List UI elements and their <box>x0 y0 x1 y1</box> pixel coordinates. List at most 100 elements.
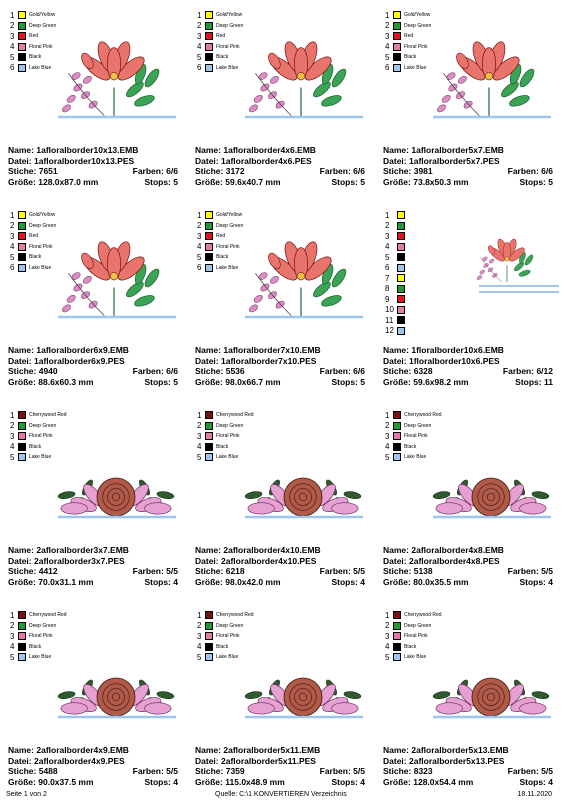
leaf <box>524 254 534 266</box>
design-info: Name: 1afloralborder7x10.EMB Datei: 1aflo… <box>195 345 365 387</box>
design-size-label: Größe: <box>383 176 411 187</box>
stitch-count: Stiche: 6328 <box>383 366 433 377</box>
design-name-label: Name: <box>195 545 221 555</box>
design-size: Größe: 59.6x98.2 mm <box>383 377 469 388</box>
color-count-value: 5/5 <box>166 566 178 576</box>
color-swatch <box>18 442 26 451</box>
thread-color-number: 11 <box>385 315 394 325</box>
page-footer: Seite 1 von 2 Quelle: C:\1 KONVERTIEREN … <box>0 789 566 800</box>
info-row: Größe: 128.0x87.0 mm Stops: 5 <box>8 177 178 188</box>
thread-color-row: 5 Black <box>197 52 287 63</box>
thread-color-number: 5 <box>385 252 390 262</box>
info-row: Größe: 59.6x40.7 mm Stops: 5 <box>195 177 365 188</box>
thread-color-name: Floral Pink <box>404 433 428 440</box>
design-size: Größe: 80.0x35.5 mm <box>383 577 469 588</box>
thread-color-number: 5 <box>10 252 15 262</box>
lily-petal <box>117 256 145 281</box>
lily-petal <box>519 502 547 515</box>
info-row: Name: 2afloralborder5x11.EMB <box>195 745 365 756</box>
thread-color-name: Gold/Yellow <box>216 12 243 19</box>
thread-color-number: 3 <box>10 631 15 641</box>
thread-color-number: 5 <box>197 252 202 262</box>
lily-petal <box>519 702 547 715</box>
lily-center <box>296 272 306 281</box>
design-file-label: Datei: <box>195 555 219 566</box>
thread-color-number: 4 <box>10 442 15 452</box>
color-swatch <box>397 232 405 241</box>
thread-color-name: Lake Blue <box>29 654 52 661</box>
thread-color-number: 2 <box>197 21 202 31</box>
stitch-count-value: 5536 <box>225 366 245 376</box>
design-file-value: 2afloralborder4x8.PES <box>409 555 500 566</box>
design-size-label: Größe: <box>8 776 36 787</box>
stop-count-value: 4 <box>173 776 178 787</box>
color-count-label: Farben: <box>132 366 164 376</box>
stitch-count-value: 4412 <box>38 566 58 576</box>
lilac-petal <box>66 295 76 303</box>
design-size-value: 115.0x48.9 mm <box>225 776 285 787</box>
lily-petal <box>117 56 145 81</box>
thread-color-number: 6 <box>10 63 15 73</box>
rose-ring <box>289 483 317 511</box>
thread-color-number: 6 <box>385 263 390 273</box>
thread-color-row: 2 Deep Green <box>10 421 100 432</box>
thread-color-number: 4 <box>10 42 15 52</box>
thread-color-row: 6 Lake Blue <box>197 63 287 74</box>
stitch-count: Stiche: 3981 <box>383 166 433 177</box>
color-swatch <box>393 621 401 630</box>
thread-color-row: 5 Black <box>385 52 475 63</box>
design-name-label: Name: <box>383 745 409 755</box>
color-swatch <box>205 42 213 51</box>
info-row: Stiche: 8323 Farben: 5/5 <box>383 766 553 777</box>
thread-color-number: 3 <box>197 431 202 441</box>
thread-color-row: 2 Deep Green <box>385 621 475 632</box>
thread-color-row: 3 Red <box>385 31 475 42</box>
thread-color-number: 1 <box>385 410 390 420</box>
lily-petal <box>247 702 275 715</box>
thread-color-number: 3 <box>385 231 390 241</box>
info-row: Name: 2afloralborder4x8.EMB <box>383 545 553 556</box>
thread-color-name: Cherrywood Red <box>216 612 254 619</box>
color-swatch <box>18 21 26 30</box>
thread-color-name: Deep Green <box>29 222 57 229</box>
design-name-value: 1afloralborder4x6.EMB <box>223 145 316 155</box>
design-size: Größe: 73.8x50.3 mm <box>383 177 469 188</box>
design-file-label: Datei: <box>8 555 32 566</box>
color-swatch <box>18 421 26 430</box>
stop-count-label: Stops: <box>144 776 171 787</box>
stop-count-label: Stops: <box>331 776 358 787</box>
thread-color-name: Black <box>29 54 42 61</box>
leaf <box>501 81 519 98</box>
leaf <box>244 691 263 699</box>
lily-petal <box>304 256 332 281</box>
thread-color-name: Red <box>216 33 226 40</box>
color-swatch <box>393 11 401 20</box>
thread-color-number: 6 <box>197 263 202 273</box>
thread-color-number: 2 <box>10 21 15 31</box>
design-size: Größe: 128.0x87.0 mm <box>8 177 98 188</box>
thread-color-row: 1 Gold/Yellow <box>197 210 287 221</box>
color-count-value: 6/6 <box>541 166 553 176</box>
thread-color-row: 5 Lake Blue <box>197 652 287 663</box>
thread-color-row: 1 <box>385 210 475 221</box>
design-size: Größe: 70.0x31.1 mm <box>8 577 94 588</box>
thread-color-name: Floral Pink <box>29 633 53 640</box>
thread-color-name: Lake Blue <box>216 64 239 71</box>
thread-color-number: 1 <box>197 410 202 420</box>
stop-count: Stops: 4 <box>331 577 365 588</box>
design-name-value: 2afloralborder4x10.EMB <box>223 545 321 555</box>
thread-color-name: Floral Pink <box>404 43 428 50</box>
thread-color-name: Gold/Yellow <box>404 12 431 19</box>
thread-color-number: 4 <box>385 42 390 52</box>
color-count-label: Farben: <box>132 166 164 176</box>
thread-color-number: 2 <box>197 221 202 231</box>
design-card: 1 Cherrywood Red 2 Deep Green 3 Floral Pink 4 B… <box>187 600 367 795</box>
leaf <box>126 81 144 98</box>
thread-color-row: 4 Black <box>385 642 475 653</box>
design-info: Name: 1afloralborder5x7.EMB Datei: 1aflor… <box>383 145 553 187</box>
thread-color-row: 5 Black <box>10 252 100 263</box>
lily-bouquet <box>248 241 347 317</box>
thread-color-row: 4 Floral Pink <box>10 42 100 53</box>
rose-bouquet <box>244 677 362 717</box>
